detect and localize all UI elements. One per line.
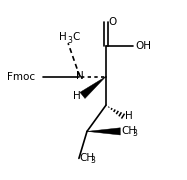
Text: H: H xyxy=(59,32,67,42)
Text: C: C xyxy=(73,32,80,42)
Text: N: N xyxy=(76,71,84,81)
Text: OH: OH xyxy=(135,41,151,51)
Polygon shape xyxy=(87,128,120,135)
Text: 3: 3 xyxy=(68,36,73,45)
Text: CH: CH xyxy=(80,153,95,163)
Text: Fmoc: Fmoc xyxy=(7,71,35,82)
Text: CH: CH xyxy=(122,126,137,136)
Polygon shape xyxy=(80,76,106,98)
Text: 3: 3 xyxy=(90,156,95,165)
Text: O: O xyxy=(108,17,116,27)
Text: H: H xyxy=(125,111,133,121)
Text: H: H xyxy=(73,91,80,101)
Text: 3: 3 xyxy=(132,129,137,138)
